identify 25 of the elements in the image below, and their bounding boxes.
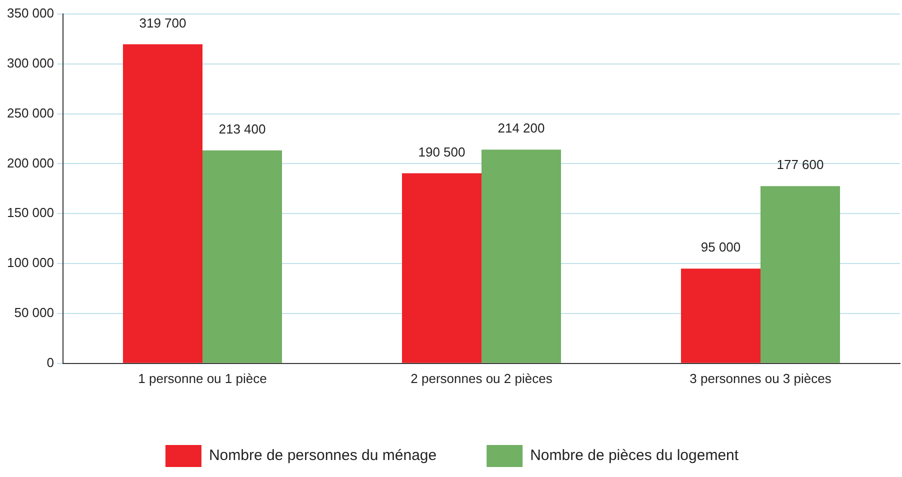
y-tick-label: 250 000: [6, 105, 54, 120]
y-tick-label: 50 000: [14, 305, 54, 320]
data-label: 214 200: [498, 120, 545, 136]
data-label: 319 700: [139, 15, 186, 30]
y-tick-label: 100 000: [6, 255, 54, 270]
bar: [481, 150, 562, 363]
bar: [402, 173, 482, 363]
y-tick-label: 350 000: [6, 6, 54, 21]
data-label: 177 600: [776, 157, 824, 172]
bar: [760, 186, 840, 363]
y-tick-label: 0: [46, 354, 54, 370]
y-tick-label: 300 000: [6, 55, 54, 70]
x-tick-label: 2 personnes ou 2 pièces: [410, 370, 553, 386]
data-label: 95 000: [700, 240, 741, 255]
bar: [202, 150, 282, 363]
legend-label: Nombre de personnes du ménage: [208, 447, 437, 464]
x-tick-label: 3 personnes ou 3 pièces: [690, 370, 832, 386]
bar: [122, 44, 202, 363]
data-label: 190 500: [418, 144, 466, 160]
y-tick-label: 200 000: [6, 155, 54, 170]
bar: [680, 268, 760, 363]
data-label: 213 400: [218, 121, 266, 136]
legend-label: Nombre de pièces du logement: [530, 447, 740, 464]
x-tick-label: 1 personne ou 1 pièce: [138, 370, 267, 386]
y-tick-label: 150 000: [6, 205, 54, 220]
